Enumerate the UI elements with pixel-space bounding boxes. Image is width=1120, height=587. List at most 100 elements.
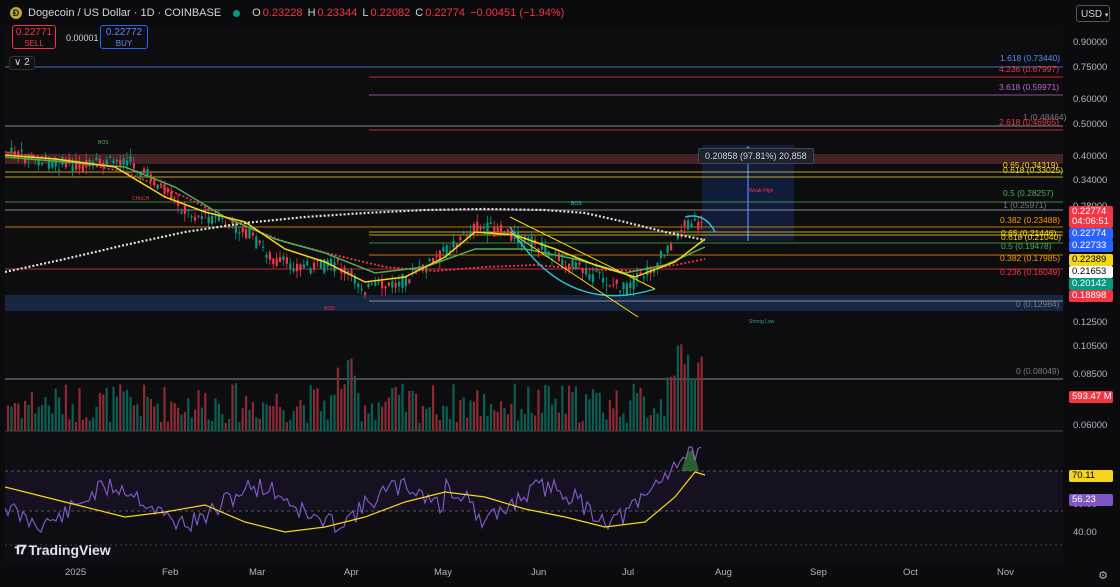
candle — [608, 285, 611, 287]
candle — [625, 283, 628, 295]
volume-bar — [224, 422, 227, 431]
candle — [581, 268, 584, 274]
volume-bar — [544, 384, 547, 431]
symbol-header: Ð Dogecoin / US Dollar · 1D · COINBASE O… — [10, 5, 566, 21]
fib-level-label: 4.236 (0.67997) — [999, 64, 1060, 74]
price-tick: 0.12500 — [1073, 317, 1108, 328]
candle — [306, 261, 309, 266]
candle — [612, 284, 615, 286]
symbol-title[interactable]: Dogecoin / US Dollar · 1D · COINBASE — [28, 7, 222, 19]
volume-bar — [71, 404, 74, 431]
volume-bar — [170, 401, 173, 431]
volume-bar — [653, 408, 656, 431]
volume-bar — [625, 422, 628, 431]
price-axis[interactable]: 0.90000 0.75000 0.60000 0.50000 0.40000 0.340… — [1063, 27, 1120, 564]
volume-bar — [459, 400, 462, 431]
volume-bar — [551, 404, 554, 431]
volume-bar — [435, 414, 438, 431]
volume-bar — [530, 413, 533, 431]
time-axis[interactable]: 2025 Feb Mar Apr May Jun Jul Aug Sep Oct Nov — [5, 567, 1063, 585]
candle — [160, 183, 163, 186]
volume-bar — [578, 422, 581, 431]
price-tag: 593.47 M — [1069, 391, 1113, 403]
volume-bar — [217, 403, 220, 431]
volume-bar — [126, 389, 129, 431]
candle — [551, 258, 554, 260]
candle — [418, 265, 421, 267]
time-tick: Feb — [162, 567, 179, 578]
volume-bar — [598, 392, 601, 431]
volume-bar — [187, 398, 190, 431]
price-plot[interactable] — [5, 27, 1063, 564]
volume-bar — [472, 401, 475, 431]
buy-button[interactable]: 0.22772 BUY — [100, 25, 148, 49]
price-tick: 0.50000 — [1073, 119, 1108, 130]
volume-bar — [466, 417, 469, 431]
volume-bar — [520, 409, 523, 431]
candle — [619, 290, 622, 293]
candle — [245, 229, 248, 239]
candle — [7, 152, 10, 154]
price-tag: 04:06:51 — [1069, 216, 1113, 228]
candle — [350, 270, 353, 275]
candle — [282, 256, 285, 261]
volume-bar — [469, 400, 472, 431]
candle — [398, 281, 401, 287]
ohlc-values: O 0.23228 H 0.23344 L 0.22082 C 0.22774 −0.0… — [252, 7, 565, 19]
rsi-ma — [5, 471, 706, 533]
volume-bar — [228, 419, 231, 431]
candle — [285, 257, 288, 264]
volume-bar — [153, 406, 156, 431]
sell-button[interactable]: 0.22771 SELL — [12, 25, 56, 49]
candle — [561, 259, 564, 265]
volume-bar — [517, 420, 520, 431]
candle — [557, 252, 560, 262]
candle — [122, 158, 125, 165]
volume-bar — [384, 401, 387, 431]
candle — [455, 243, 458, 248]
price-tick: 0.06000 — [1073, 420, 1108, 431]
volume-bar — [143, 384, 146, 431]
candle — [483, 227, 486, 229]
fib-level-label: 0.65 (0.34319) — [1003, 160, 1059, 170]
candle — [156, 184, 159, 190]
channel-bottom — [509, 231, 639, 318]
volume-bar — [455, 422, 458, 431]
currency-select[interactable]: USD ▾ — [1076, 5, 1110, 22]
candle — [207, 216, 210, 224]
candle — [544, 244, 547, 253]
candle — [364, 292, 367, 296]
chart-pane[interactable]: 1.618 (0.73440) 4.236 (0.67997) 3.618 (0.5… — [5, 27, 1066, 564]
volume-bar — [20, 418, 23, 431]
candle — [670, 243, 673, 251]
volume-bar — [64, 384, 67, 431]
candle — [92, 161, 95, 164]
settings-gear-icon[interactable]: ⚙ — [1098, 570, 1108, 582]
volume-bar — [561, 385, 564, 431]
candle — [211, 215, 214, 224]
indicators-toggle[interactable]: ∨ 2 — [9, 56, 35, 70]
volume-bar — [85, 417, 88, 431]
ema-yellow — [5, 154, 706, 283]
measure-label: 0.20858 (97.81%) 20,858 — [698, 148, 814, 164]
candle — [296, 263, 299, 272]
candle — [442, 247, 445, 252]
volume-bar — [234, 383, 237, 431]
tradingview-logo-icon: 𝟏𝟕 — [14, 542, 27, 557]
candle — [585, 267, 588, 275]
candle — [445, 245, 448, 256]
volume-bar — [54, 388, 57, 431]
candle — [241, 227, 244, 233]
volume-bar — [98, 392, 101, 431]
volume-bar — [7, 405, 10, 431]
volume-bar — [221, 414, 224, 431]
candle — [47, 159, 50, 169]
candle — [340, 270, 343, 273]
volume-bar — [353, 375, 356, 431]
volume-bar — [513, 383, 516, 431]
volume-bar — [452, 384, 455, 431]
volume-bar — [646, 417, 649, 431]
volume-bar — [670, 376, 673, 431]
volume-bar — [330, 395, 333, 431]
candle — [109, 156, 112, 158]
